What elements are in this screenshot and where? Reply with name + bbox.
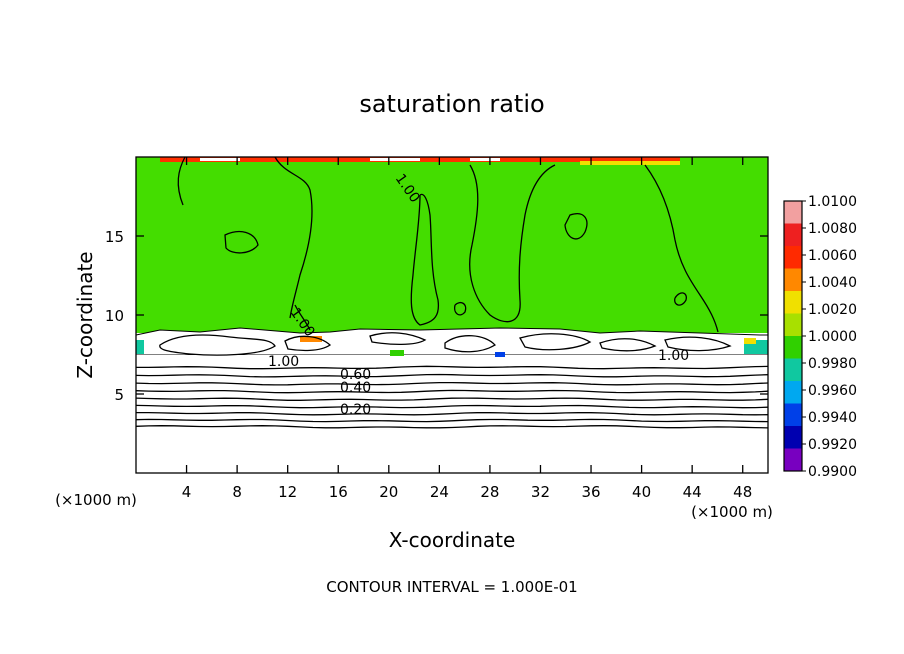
cloud-edge-patch	[136, 340, 144, 354]
contour-line	[135, 381, 769, 386]
contour-line	[136, 365, 769, 370]
colorbar-segment	[784, 201, 802, 224]
contour-line	[135, 397, 769, 401]
x-tick-label: 32	[531, 483, 550, 501]
top-boundary-yellow	[580, 161, 680, 165]
colorbar-segment	[784, 223, 802, 247]
colorbar-label: 0.9920	[808, 437, 857, 453]
colorbar-label: 1.0080	[808, 221, 857, 237]
subsaturation-contours	[135, 365, 769, 429]
contour-line	[135, 418, 769, 423]
x-tick-label: 12	[278, 483, 297, 501]
contour-label: 1.00	[268, 354, 299, 370]
x-unit-left: (×1000 m)	[55, 491, 137, 509]
colorbar-label: 1.0020	[808, 302, 857, 318]
contour-line	[135, 373, 769, 378]
x-tick-label: 48	[733, 483, 752, 501]
field-contours	[177, 156, 719, 333]
colorbar-label: 1.0100	[808, 194, 857, 210]
x-unit-right: (×1000 m)	[691, 503, 773, 521]
y-tick-label: 15	[105, 228, 124, 246]
colorbar-segment	[784, 426, 802, 449]
contour-label: 1.00	[658, 348, 689, 364]
colorbar-label: 0.9940	[808, 410, 857, 426]
y-tick-label: 10	[105, 307, 124, 325]
x-tick-label: 36	[581, 483, 600, 501]
contour-interval-note: CONTOUR INTERVAL = 1.000E-01	[326, 578, 577, 596]
chart-title: saturation ratio	[359, 90, 544, 118]
contour-label: 0.40	[340, 380, 371, 396]
top-boundary-hole	[470, 158, 500, 161]
colorbar-segment	[784, 336, 802, 359]
contour-label: 0.20	[340, 402, 371, 418]
contour-line	[136, 411, 769, 416]
contour-line	[135, 404, 769, 409]
contour-line	[135, 425, 769, 429]
contour-line	[135, 389, 769, 394]
x-tick-label: 20	[379, 483, 398, 501]
x-tick-label: 28	[480, 483, 499, 501]
x-tick-label: 16	[329, 483, 348, 501]
cloud-contours	[159, 332, 732, 356]
x-axis-label: X-coordinate	[389, 528, 516, 552]
x-tick-label: 4	[182, 483, 192, 501]
colorbar-segment	[784, 381, 802, 404]
y-tick-label: 5	[114, 386, 124, 404]
colorbar-label: 1.0060	[808, 248, 857, 264]
cloud-edge-patch	[744, 338, 756, 344]
x-tick-label: 24	[430, 483, 449, 501]
y-axis-ticks: 5 10 15	[105, 228, 768, 404]
y-axis-label: Z-coordinate	[73, 251, 97, 378]
colorbar-label: 1.0040	[808, 275, 857, 291]
colorbar-label: 1.0000	[808, 329, 857, 345]
colorbar-segment	[784, 313, 802, 337]
colorbar-segment	[784, 358, 802, 382]
cloud-edge-patch	[300, 336, 322, 342]
colorbar-segment	[784, 246, 802, 269]
colorbar-label: 0.9960	[808, 383, 857, 399]
cloud-layer-base	[136, 355, 768, 368]
x-axis-ticks: 4 8 12 16 20 24 28 32 36 40 44 48	[182, 157, 752, 501]
supersaturated-field	[136, 157, 768, 333]
top-boundary-hole	[370, 158, 420, 161]
contour-label: 0.60	[340, 367, 371, 383]
x-tick-label: 40	[632, 483, 651, 501]
colorbar-label: 0.9980	[808, 356, 857, 372]
colorbar-segment	[784, 403, 802, 427]
colorbar-label: 0.9900	[808, 464, 857, 480]
x-tick-label: 8	[232, 483, 242, 501]
colorbar-segment	[784, 268, 802, 292]
colorbar: 1.0100 1.0080 1.0060 1.0040 1.0020 1.0000 0.99…	[783, 194, 857, 480]
colorbar-segment	[784, 448, 802, 472]
colorbar-segment	[784, 291, 802, 314]
plot-area: 1.00 1.00 1.00 1.00 0.60 0.40 0.20	[135, 156, 769, 474]
cloud-edge-patch	[390, 350, 404, 356]
top-boundary-hole	[200, 158, 240, 161]
cloud-edge-patch	[495, 352, 505, 357]
x-tick-label: 44	[683, 483, 702, 501]
